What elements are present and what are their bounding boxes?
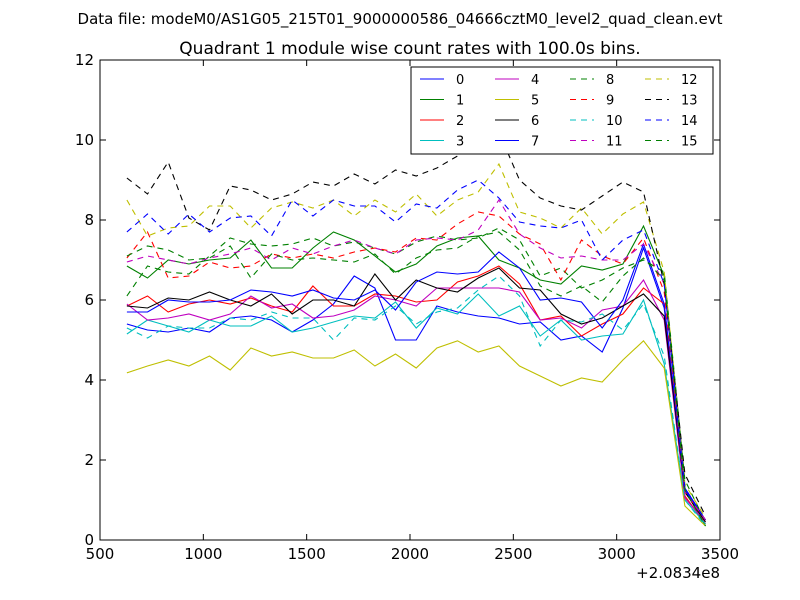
legend-label-9: 9: [606, 94, 614, 109]
series-line-6: [126, 267, 706, 523]
series-line-14: [126, 179, 706, 521]
x-tick-label: 2000: [391, 545, 429, 563]
legend-label-7: 7: [531, 135, 539, 150]
chart-title: Quadrant 1 module wise count rates with …: [179, 39, 640, 59]
series-line-8: [126, 227, 706, 523]
x-tick-label: 1500: [288, 545, 326, 563]
x-tick-label: 1000: [184, 545, 222, 563]
series-line-0: [126, 246, 706, 521]
x-tick-label: 500: [86, 545, 115, 563]
suptitle: Data file: modeM0/AS1G05_215T01_90000005…: [78, 10, 723, 29]
legend-box: [410, 66, 714, 155]
legend-label-11: 11: [606, 135, 623, 150]
x-tick-label: 2500: [494, 545, 532, 563]
x-tick-label: 3000: [598, 545, 636, 563]
legend-label-15: 15: [681, 135, 698, 150]
y-tick-label: 2: [84, 451, 94, 469]
series-line-3: [126, 293, 706, 525]
y-tick-label: 4: [84, 371, 94, 389]
series-line-15: [126, 231, 706, 527]
y-tick-label: 8: [84, 211, 94, 229]
legend-label-1: 1: [456, 94, 464, 109]
series-line-9: [126, 211, 706, 521]
legend-label-8: 8: [606, 73, 614, 88]
series-line-13: [126, 131, 706, 517]
y-tick-label: 0: [84, 531, 94, 549]
series-line-12: [126, 162, 706, 519]
series-lines: [126, 131, 706, 527]
series-line-5: [126, 339, 706, 527]
series-line-10: [126, 275, 706, 527]
legend-label-4: 4: [531, 73, 539, 88]
legend-label-6: 6: [531, 114, 539, 129]
legend-label-14: 14: [681, 114, 698, 129]
legend-label-0: 0: [456, 73, 464, 88]
legend-label-13: 13: [681, 94, 698, 109]
legend-label-5: 5: [531, 94, 539, 109]
y-tick-label: 6: [84, 291, 94, 309]
y-tick-label: 12: [75, 51, 94, 69]
legend-label-2: 2: [456, 114, 464, 129]
x-tick-label: 3500: [701, 545, 739, 563]
legend-label-3: 3: [456, 135, 464, 150]
series-line-4: [126, 278, 706, 523]
y-tick-label: 10: [75, 131, 94, 149]
series-line-1: [126, 224, 706, 527]
series-line-2: [126, 265, 706, 525]
legend-label-12: 12: [681, 73, 698, 88]
plot-border: [99, 59, 721, 541]
x-offset-label: +2.0834e8: [636, 564, 720, 582]
series-line-11: [126, 198, 706, 521]
legend-label-10: 10: [606, 114, 623, 129]
